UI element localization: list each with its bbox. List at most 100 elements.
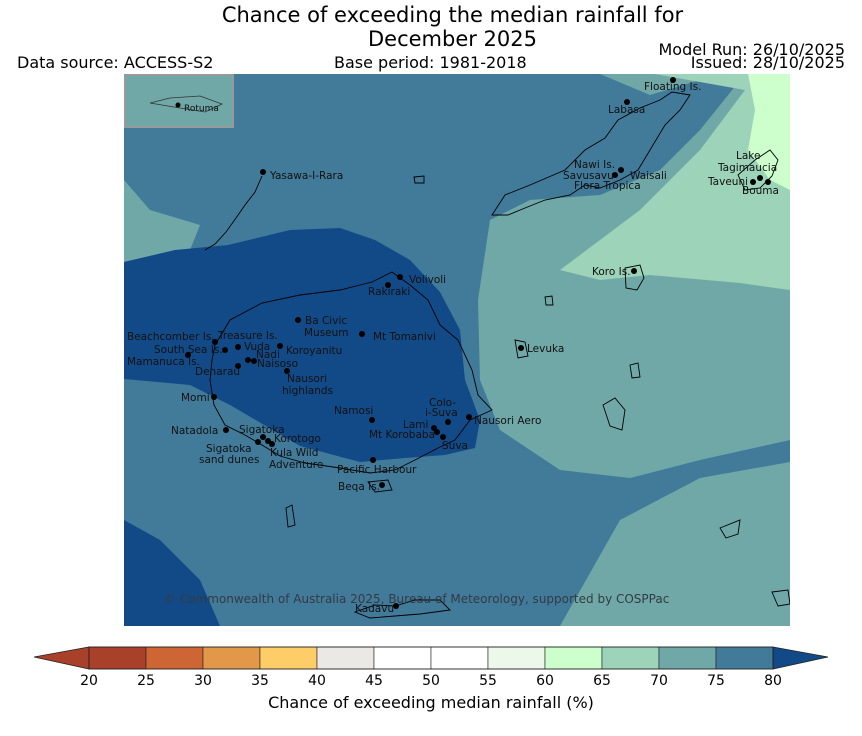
marker-mt-tomanivi[interactable] (359, 331, 365, 337)
label-lake-tagimaucia: Lake Tagimaucia (717, 150, 777, 174)
label-flora-tropica: Flora Tropica (574, 180, 641, 192)
marker-koroyanitu[interactable] (277, 343, 283, 349)
coast-islet-3 (771, 589, 790, 607)
inset-rotuma-coast (149, 95, 224, 113)
marker-koro-is[interactable] (631, 268, 637, 274)
marker-naisoso[interactable] (251, 358, 257, 364)
colorbar-arrow-high (772, 646, 829, 670)
coast-islet-4 (544, 295, 554, 306)
label-beachcomber-is: Beachcomber Is. (127, 331, 215, 343)
label-mt-tomanivi: Mt Tomanivi (373, 331, 436, 343)
marker-kula-wild-adventure[interactable] (269, 441, 275, 447)
marker-levuka[interactable] (518, 345, 524, 351)
label-sigatoka: Sigatoka (239, 424, 285, 436)
marker-yasawa[interactable] (260, 169, 266, 175)
coast-lau-2 (602, 397, 626, 431)
label-kula-wild-adventure: Kula Wild Adventure (269, 447, 323, 471)
label-taveuni: Taveuni (707, 176, 748, 188)
label-mt-korobaba: Mt Korobaba (369, 429, 435, 441)
colorbar-bin-70 (658, 646, 717, 670)
label-koro-is: Koro Is. (592, 266, 631, 278)
zone-60-65 (748, 74, 790, 190)
label-lami: Lami (403, 419, 428, 431)
marker-bouma[interactable] (765, 179, 771, 185)
marker-taveuni[interactable] (750, 179, 756, 185)
label-nawi-is: Nawi Is. (574, 159, 615, 171)
label-naisoso: Naisoso (257, 358, 298, 370)
marker-mt-korobaba[interactable] (434, 429, 440, 435)
colorbar-bin-40 (316, 646, 375, 670)
coast-lau-1 (719, 519, 741, 539)
marker-south-sea-is[interactable] (222, 347, 228, 353)
label-vuda: Vuda (244, 341, 270, 353)
label-treasure-is: Treasure Is. (217, 330, 278, 342)
marker-colo-i-suva[interactable] (445, 419, 451, 425)
marker-mamanuca-is[interactable] (185, 352, 191, 358)
label-rakiraki: Rakiraki (368, 286, 410, 298)
marker-namosi[interactable] (369, 417, 375, 423)
marker-labasa[interactable] (624, 99, 630, 105)
label-nausori-aero: Nausori Aero (474, 415, 541, 427)
label-yasawa: Yasawa-I-Rara (269, 170, 343, 182)
map-area[interactable]: Rotuma (124, 74, 790, 626)
colorbar-outline (88, 646, 774, 670)
colorbar-bin-20 (88, 646, 147, 670)
colorbar-bin-25 (145, 646, 204, 670)
coast-koro (624, 264, 645, 291)
marker-nawi-is[interactable] (618, 167, 624, 173)
colorbar-bin-45 (373, 646, 432, 670)
colorbar-tick-75: 75 (707, 673, 725, 688)
label-south-sea-is: South Sea Is. (154, 344, 223, 356)
label-beqa-is: Beqa Is. (338, 481, 380, 493)
base-period: Base period: 1981-2018 (334, 53, 527, 72)
marker-ba-civic-museum[interactable] (295, 317, 301, 323)
coast-yasawa (204, 175, 263, 251)
marker-nausori-highlands[interactable] (284, 368, 290, 374)
marker-floating-is[interactable] (670, 77, 676, 83)
marker-nausori-aero[interactable] (466, 414, 472, 420)
coast-islet-1 (285, 504, 296, 528)
marker-nadi[interactable] (245, 357, 251, 363)
coast-kadavu (353, 599, 451, 619)
colorbar-ticks: 20 25 30 35 40 45 50 55 60 65 70 75 80 (80, 673, 782, 688)
marker-denarau[interactable] (235, 363, 241, 369)
marker-beachcomber-is[interactable] (212, 339, 218, 345)
label-nadi: Nadi (256, 349, 280, 361)
colorbar-bin-65 (601, 646, 660, 670)
inset-rotuma-label: Rotuma (184, 104, 219, 114)
colorbar-label: Chance of exceeding median rainfall (%) (268, 693, 594, 712)
marker-volivoli[interactable] (397, 274, 403, 280)
colorbar-tick-20: 20 (80, 673, 98, 688)
colorbar-tick-25: 25 (137, 673, 155, 688)
model-run: Model Run: 26/10/2025 (658, 40, 846, 59)
marker-beqa-is[interactable] (379, 482, 385, 488)
label-korotogo: Korotogo (274, 433, 321, 445)
coast-islet-5 (629, 362, 641, 379)
marker-suva[interactable] (440, 434, 446, 440)
marker-momi[interactable] (211, 394, 217, 400)
marker-kadavu[interactable] (393, 603, 399, 609)
marker-sigatoka-sand-dunes[interactable] (255, 439, 261, 445)
label-koroyanitu: Koroyanitu (286, 345, 342, 357)
marker-natadola[interactable] (223, 427, 229, 433)
coast-viti-levu (209, 271, 493, 474)
coast-ovalau (514, 339, 529, 359)
colorbar: 20 25 30 35 40 45 50 55 60 65 70 75 80 (33, 646, 829, 688)
marker-savusavu[interactable] (612, 172, 618, 178)
label-momi: Momi (181, 392, 210, 404)
colorbar-tick-60: 60 (536, 673, 554, 688)
colorbar-tick-80: 80 (764, 673, 782, 688)
marker-lake-tagimaucia[interactable] (757, 175, 763, 181)
zone-65-70 (560, 74, 790, 290)
copyright-notice: © Commonwealth of Australia 2025, Bureau… (164, 592, 670, 606)
marker-sigatoka[interactable] (260, 434, 266, 440)
colorbar-tick-50: 50 (422, 673, 440, 688)
marker-treasure-is[interactable] (235, 344, 241, 350)
colorbar-bin-30 (202, 646, 261, 670)
marker-rakiraki[interactable] (385, 282, 391, 288)
data-source: Data source: ACCESS-S2 (17, 53, 214, 72)
label-natadola: Natadola (171, 425, 218, 437)
label-bouma: Bouma (742, 185, 779, 197)
label-volivoli: Volivoli (409, 274, 446, 286)
marker-pacific-harbour[interactable] (370, 457, 376, 463)
